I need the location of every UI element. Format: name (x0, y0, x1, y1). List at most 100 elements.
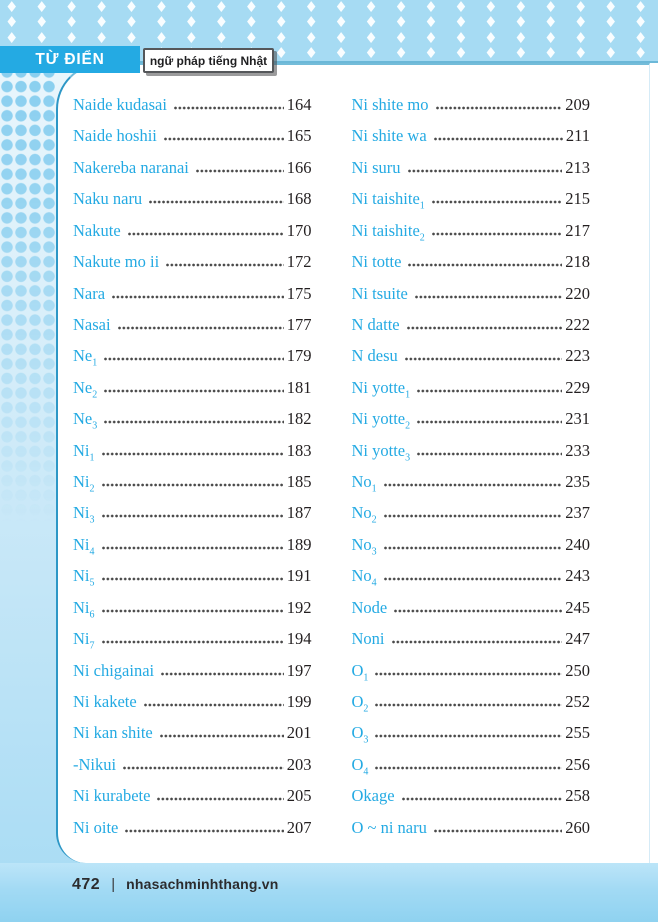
toc-entry-label: Ni suru (351, 157, 401, 177)
toc-entry-label: Ni oite (73, 817, 119, 837)
entry-subscript: 2 (405, 420, 411, 432)
toc-row: Ni4 189 (73, 535, 312, 566)
toc-entry-label: Ni shite wa (351, 126, 427, 146)
dotted-leader (166, 263, 284, 268)
toc: Naide kudasai 164 Naide hoshii 165 Nakereba … (58, 65, 649, 849)
page-ref: 222 (565, 314, 590, 334)
toc-row: Nakute 170 (73, 221, 312, 252)
dotted-leader (112, 294, 284, 299)
toc-entry-label: Naide kudasai (73, 95, 167, 114)
page-ref: 168 (286, 189, 312, 209)
polka-dot-pattern (0, 65, 57, 565)
page-ref: 187 (286, 503, 312, 523)
subtitle-box: ngữ pháp tiếng Nhật (143, 48, 274, 73)
toc-entry-label: Okage (351, 786, 395, 806)
toc-entry-label: Ni yotte2 (351, 409, 411, 432)
toc-row: Ni1 183 (73, 441, 312, 472)
page-ref: 170 (286, 220, 312, 240)
toc-row: N datte 222 (352, 315, 591, 346)
page-ref: 177 (286, 314, 312, 334)
toc-entry-label: N desu (351, 346, 398, 366)
toc-entry-label: Ni7 (73, 629, 95, 652)
toc-row: Naku naru 168 (73, 189, 312, 220)
toc-entry-label: Nasai (73, 314, 111, 334)
dotted-leader (383, 483, 563, 488)
toc-entry-label: O2 (351, 692, 369, 715)
toc-row: Nakute mo ii 172 (73, 252, 312, 283)
dotted-leader (383, 577, 563, 582)
toc-row: -Nikui 203 (73, 755, 312, 786)
entry-subscript: 1 (371, 483, 377, 495)
page-ref: 183 (286, 440, 312, 460)
page-ref: 256 (565, 754, 590, 774)
dictionary-badge: TỪ ĐIỂN (0, 46, 140, 73)
dotted-leader (406, 325, 563, 330)
toc-row: Ni kakete 199 (73, 692, 312, 723)
dotted-leader (417, 420, 563, 425)
dotted-leader (149, 200, 284, 205)
toc-entry-label: Ni kakete (73, 692, 137, 712)
dotted-leader (431, 231, 563, 236)
entry-subscript: 2 (371, 514, 377, 526)
page-ref: 182 (286, 409, 312, 429)
dotted-leader (383, 545, 563, 550)
page-ref: 172 (286, 252, 312, 272)
footer-page-number: 472 (72, 876, 101, 893)
diamond-row: ♦♦♦♦♦♦♦♦♦♦♦♦♦♦♦♦♦♦♦♦♦♦♦♦♦♦♦♦ (5, 15, 658, 31)
page-ref: 258 (565, 786, 590, 806)
dotted-leader (123, 765, 284, 770)
diamond-row: ♦♦♦♦♦♦♦♦♦♦♦♦♦♦♦♦♦♦♦♦♦♦♦♦♦♦♦♦ (5, 30, 658, 47)
entry-subscript: 5 (89, 577, 95, 589)
entry-subscript: 1 (363, 671, 369, 683)
toc-row: No3 240 (352, 535, 591, 566)
toc-row: Ni kurabete 205 (73, 786, 312, 817)
entry-subscript: 3 (89, 514, 95, 526)
toc-row: Ni chigainai 197 (73, 661, 312, 692)
toc-row: O2 252 (352, 692, 591, 723)
dotted-leader (101, 514, 284, 519)
toc-entry-label: Ni5 (73, 566, 95, 589)
dotted-leader (375, 765, 563, 770)
page-ref: 247 (565, 629, 590, 649)
toc-row: Ni totte 218 (352, 252, 591, 283)
toc-column-left: Naide kudasai 164 Naide hoshii 165 Nakereba … (73, 95, 312, 849)
dotted-leader (173, 106, 284, 110)
page-ref: 240 (565, 534, 590, 554)
dotted-leader (104, 357, 284, 362)
toc-row: Node 245 (352, 598, 591, 629)
page-ref: 203 (286, 754, 312, 774)
badge-label: TỪ ĐIỂN (35, 50, 105, 68)
page-ref: 237 (565, 503, 590, 523)
dotted-leader (431, 200, 563, 205)
dotted-leader (375, 703, 563, 708)
toc-row: Ne1 179 (73, 346, 312, 377)
toc-entry-label: Ne2 (73, 377, 98, 401)
entry-subscript: 1 (405, 389, 411, 401)
toc-entry-label: Naku naru (73, 189, 143, 209)
page-ref: 201 (286, 723, 312, 743)
dotted-leader (391, 640, 563, 645)
toc-entry-label: Node (351, 597, 388, 617)
toc-row: Noni 247 (352, 629, 591, 660)
page-ref: 185 (286, 472, 312, 492)
toc-row: Ni6 192 (73, 598, 312, 629)
dotted-leader (104, 420, 284, 425)
toc-entry-label: Naide hoshii (73, 126, 157, 146)
page-ref: 192 (286, 597, 312, 617)
toc-entry-label: O3 (351, 723, 369, 746)
dotted-leader (433, 137, 563, 142)
dotted-leader (163, 137, 284, 142)
toc-row: Ni kan shite 201 (73, 723, 312, 754)
page-ref: 205 (286, 786, 312, 806)
toc-entry-label: Ni yotte1 (351, 377, 411, 401)
subtitle-label: ngữ pháp tiếng Nhật (149, 53, 268, 68)
dotted-leader (125, 828, 284, 833)
dotted-leader (408, 263, 563, 268)
dotted-leader (375, 734, 563, 739)
toc-row: Ni3 187 (73, 503, 312, 534)
toc-entry-label: Ni totte (351, 252, 402, 272)
toc-entry-label: Ni kan shite (73, 723, 153, 743)
toc-entry-label: O1 (351, 660, 369, 683)
toc-row: No2 237 (352, 503, 591, 534)
page-ref: 229 (565, 377, 590, 397)
